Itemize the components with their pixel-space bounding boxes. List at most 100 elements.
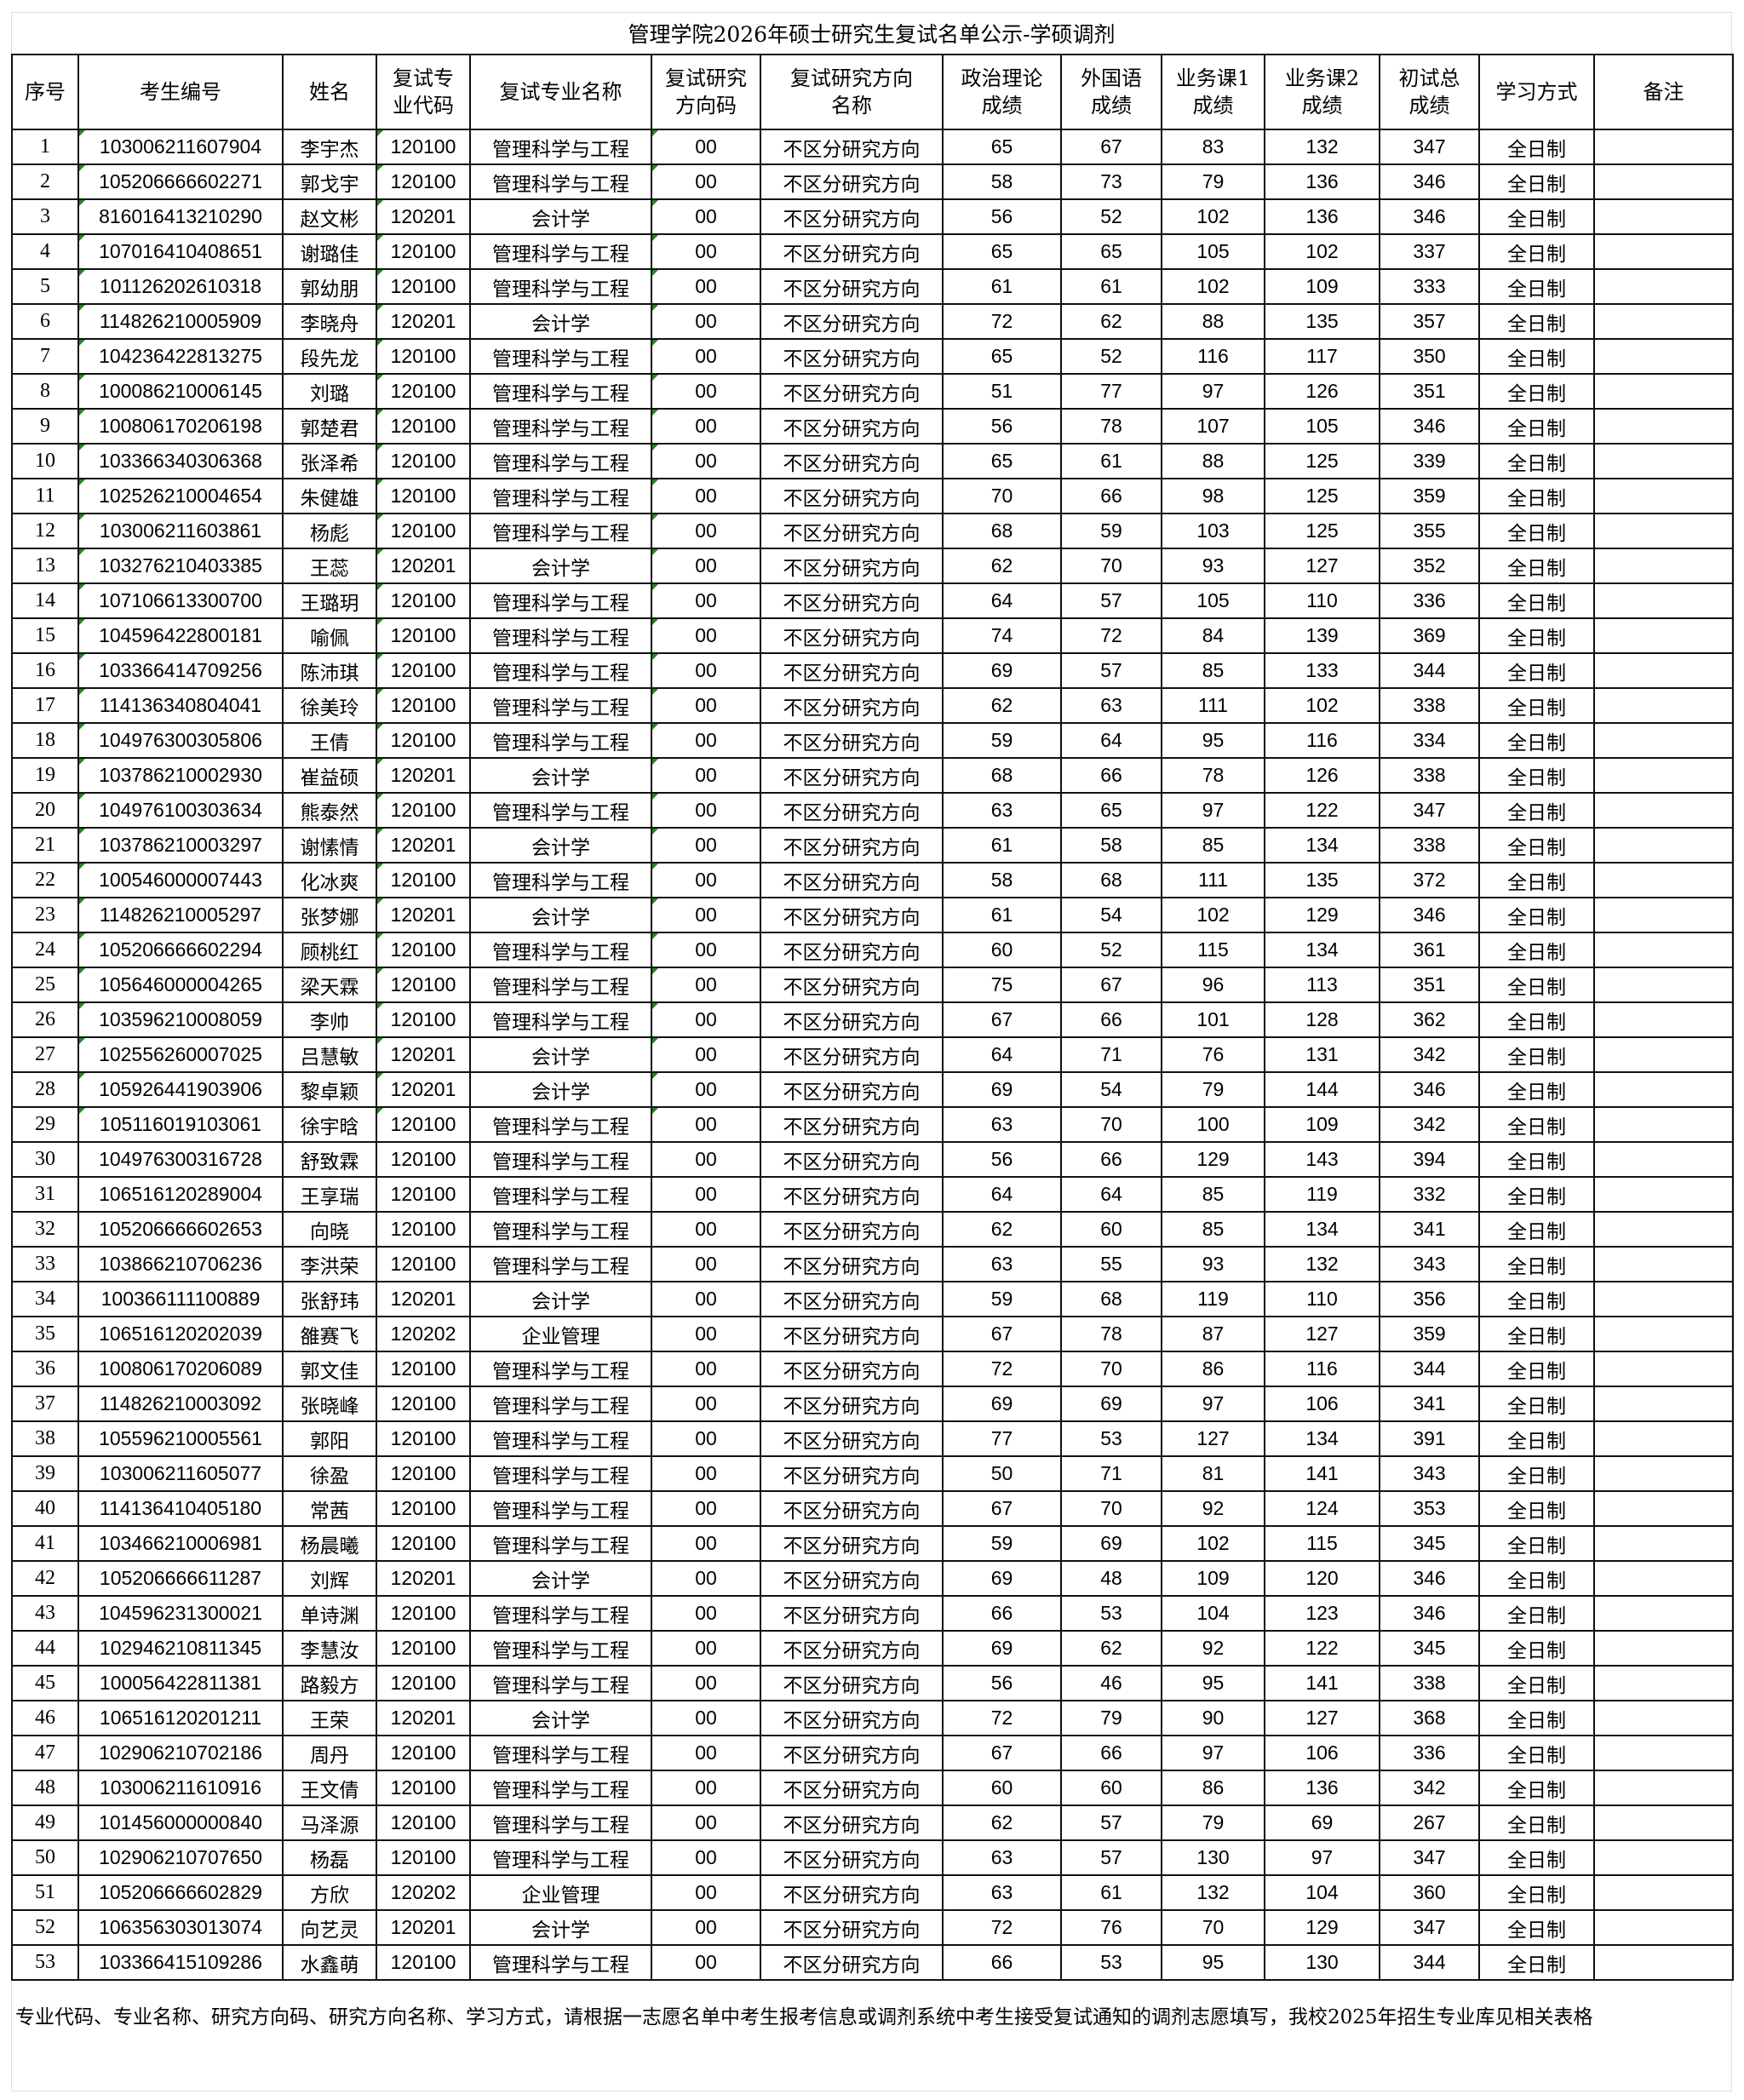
cell-direction-code: 00 — [651, 792, 761, 829]
cell-remarks — [1593, 1874, 1734, 1911]
cell-remarks — [1593, 827, 1734, 864]
cell-total-score: 361 — [1379, 932, 1480, 968]
cell-foreign-language-score: 70 — [1060, 1351, 1162, 1387]
cell-direction-name: 不区分研究方向 — [760, 1805, 944, 1841]
cell-total-score: 344 — [1379, 652, 1480, 689]
cell-course2-score: 134 — [1264, 932, 1380, 968]
cell-remarks — [1593, 1176, 1734, 1213]
cell-foreign-language-score: 68 — [1060, 1281, 1162, 1317]
cell-course1-score: 93 — [1161, 1246, 1265, 1282]
cell-remarks — [1593, 897, 1734, 933]
cell-course1-score: 95 — [1161, 1665, 1265, 1701]
cell-total-score: 337 — [1379, 233, 1480, 270]
cell-seq: 10 — [11, 443, 79, 479]
cell-major-code: 120100 — [376, 1455, 471, 1492]
table-row: 42 105206666611287 刘辉 120201 会计学 00 不区分研究方向 69 4… — [11, 1560, 1734, 1597]
cell-direction-code: 00 — [651, 1770, 761, 1806]
cell-course2-score: 141 — [1264, 1665, 1380, 1701]
cell-remarks — [1593, 548, 1734, 584]
cell-candidate-id: 105116019103061 — [77, 1106, 284, 1143]
cell-direction-name: 不区分研究方向 — [760, 1839, 944, 1876]
cell-politics-score: 59 — [942, 1281, 1062, 1317]
cell-course1-score: 86 — [1161, 1770, 1265, 1806]
cell-study-mode: 全日制 — [1478, 1944, 1595, 1981]
cell-remarks — [1593, 792, 1734, 829]
cell-foreign-language-score: 76 — [1060, 1909, 1162, 1946]
cell-total-score: 347 — [1379, 792, 1480, 829]
cell-direction-code: 00 — [651, 1001, 761, 1038]
cell-seq: 33 — [11, 1246, 79, 1282]
cell-direction-name: 不区分研究方向 — [760, 373, 944, 410]
cell-seq: 36 — [11, 1351, 79, 1387]
cell-name: 杨磊 — [282, 1839, 377, 1876]
cell-course1-score: 102 — [1161, 198, 1265, 235]
cell-remarks — [1593, 1805, 1734, 1841]
cell-politics-score: 64 — [942, 1036, 1062, 1073]
cell-foreign-language-score: 68 — [1060, 862, 1162, 898]
table-row: 17 114136340804041 徐美玲 120100 管理科学与工程 00 不区分研究… — [11, 687, 1734, 724]
cell-direction-name: 不区分研究方向 — [760, 1700, 944, 1736]
cell-course1-score: 105 — [1161, 233, 1265, 270]
cell-candidate-id: 114826210005909 — [77, 303, 284, 340]
cell-direction-name: 不区分研究方向 — [760, 1316, 944, 1352]
cell-seq: 28 — [11, 1071, 79, 1108]
cell-course1-score: 76 — [1161, 1036, 1265, 1073]
header-label: 外国语成绩 — [1081, 66, 1142, 118]
cell-foreign-language-score: 71 — [1060, 1036, 1162, 1073]
cell-direction-name: 不区分研究方向 — [760, 513, 944, 549]
cell-study-mode: 全日制 — [1478, 1700, 1595, 1736]
cell-major-code: 120100 — [376, 338, 471, 375]
cell-total-score: 351 — [1379, 967, 1480, 1003]
cell-major-code: 120201 — [376, 1560, 471, 1597]
cell-course2-score: 125 — [1264, 513, 1380, 549]
header-politics-score: 政治理论成绩 — [942, 54, 1062, 130]
cell-seq: 25 — [11, 967, 79, 1003]
cell-candidate-id: 114826210005297 — [77, 897, 284, 933]
cell-direction-name: 不区分研究方向 — [760, 932, 944, 968]
cell-seq: 43 — [11, 1595, 79, 1632]
cell-seq: 38 — [11, 1420, 79, 1457]
cell-major-name: 管理科学与工程 — [469, 617, 652, 654]
cell-course2-score: 136 — [1264, 198, 1380, 235]
cell-total-score: 352 — [1379, 548, 1480, 584]
cell-major-code: 120100 — [376, 1525, 471, 1562]
cell-total-score: 342 — [1379, 1106, 1480, 1143]
cell-politics-score: 65 — [942, 129, 1062, 165]
cell-name: 化冰爽 — [282, 862, 377, 898]
cell-course1-score: 88 — [1161, 443, 1265, 479]
cell-name: 张晓峰 — [282, 1386, 377, 1422]
cell-politics-score: 67 — [942, 1316, 1062, 1352]
table-row: 38 105596210005561 郭阳 120100 管理科学与工程 00 不区分研究方… — [11, 1420, 1734, 1457]
cell-direction-code: 00 — [651, 862, 761, 898]
cell-remarks — [1593, 408, 1734, 445]
cell-direction-name: 不区分研究方向 — [760, 652, 944, 689]
header-label: 初试总成绩 — [1398, 66, 1460, 118]
cell-course1-score: 78 — [1161, 757, 1265, 794]
cell-study-mode: 全日制 — [1478, 303, 1595, 340]
cell-direction-code: 00 — [651, 303, 761, 340]
table-row: 51 105206666602829 方欣 120202 企业管理 00 不区分研究方向 63… — [11, 1874, 1734, 1911]
cell-seq: 22 — [11, 862, 79, 898]
cell-course2-score: 139 — [1264, 617, 1380, 654]
cell-foreign-language-score: 67 — [1060, 129, 1162, 165]
cell-direction-name: 不区分研究方向 — [760, 617, 944, 654]
cell-foreign-language-score: 57 — [1060, 582, 1162, 619]
cell-course1-score: 119 — [1161, 1281, 1265, 1317]
cell-study-mode: 全日制 — [1478, 198, 1595, 235]
cell-name: 周丹 — [282, 1735, 377, 1771]
cell-remarks — [1593, 338, 1734, 375]
cell-direction-name: 不区分研究方向 — [760, 233, 944, 270]
cell-total-score: 267 — [1379, 1805, 1480, 1841]
cell-direction-code: 00 — [651, 164, 761, 200]
cell-direction-code: 00 — [651, 1386, 761, 1422]
table-row: 11 102526210004654 朱健雄 120100 管理科学与工程 00 不区分研究… — [11, 478, 1734, 514]
cell-remarks — [1593, 478, 1734, 514]
cell-politics-score: 72 — [942, 1909, 1062, 1946]
cell-major-code: 120100 — [376, 722, 471, 759]
cell-major-name: 会计学 — [469, 897, 652, 933]
cell-total-score: 394 — [1379, 1141, 1480, 1178]
table-row: 48 103006211610916 王文倩 120100 管理科学与工程 00 不区分研究… — [11, 1770, 1734, 1806]
cell-politics-score: 61 — [942, 827, 1062, 864]
cell-direction-name: 不区分研究方向 — [760, 268, 944, 305]
cell-candidate-id: 102526210004654 — [77, 478, 284, 514]
